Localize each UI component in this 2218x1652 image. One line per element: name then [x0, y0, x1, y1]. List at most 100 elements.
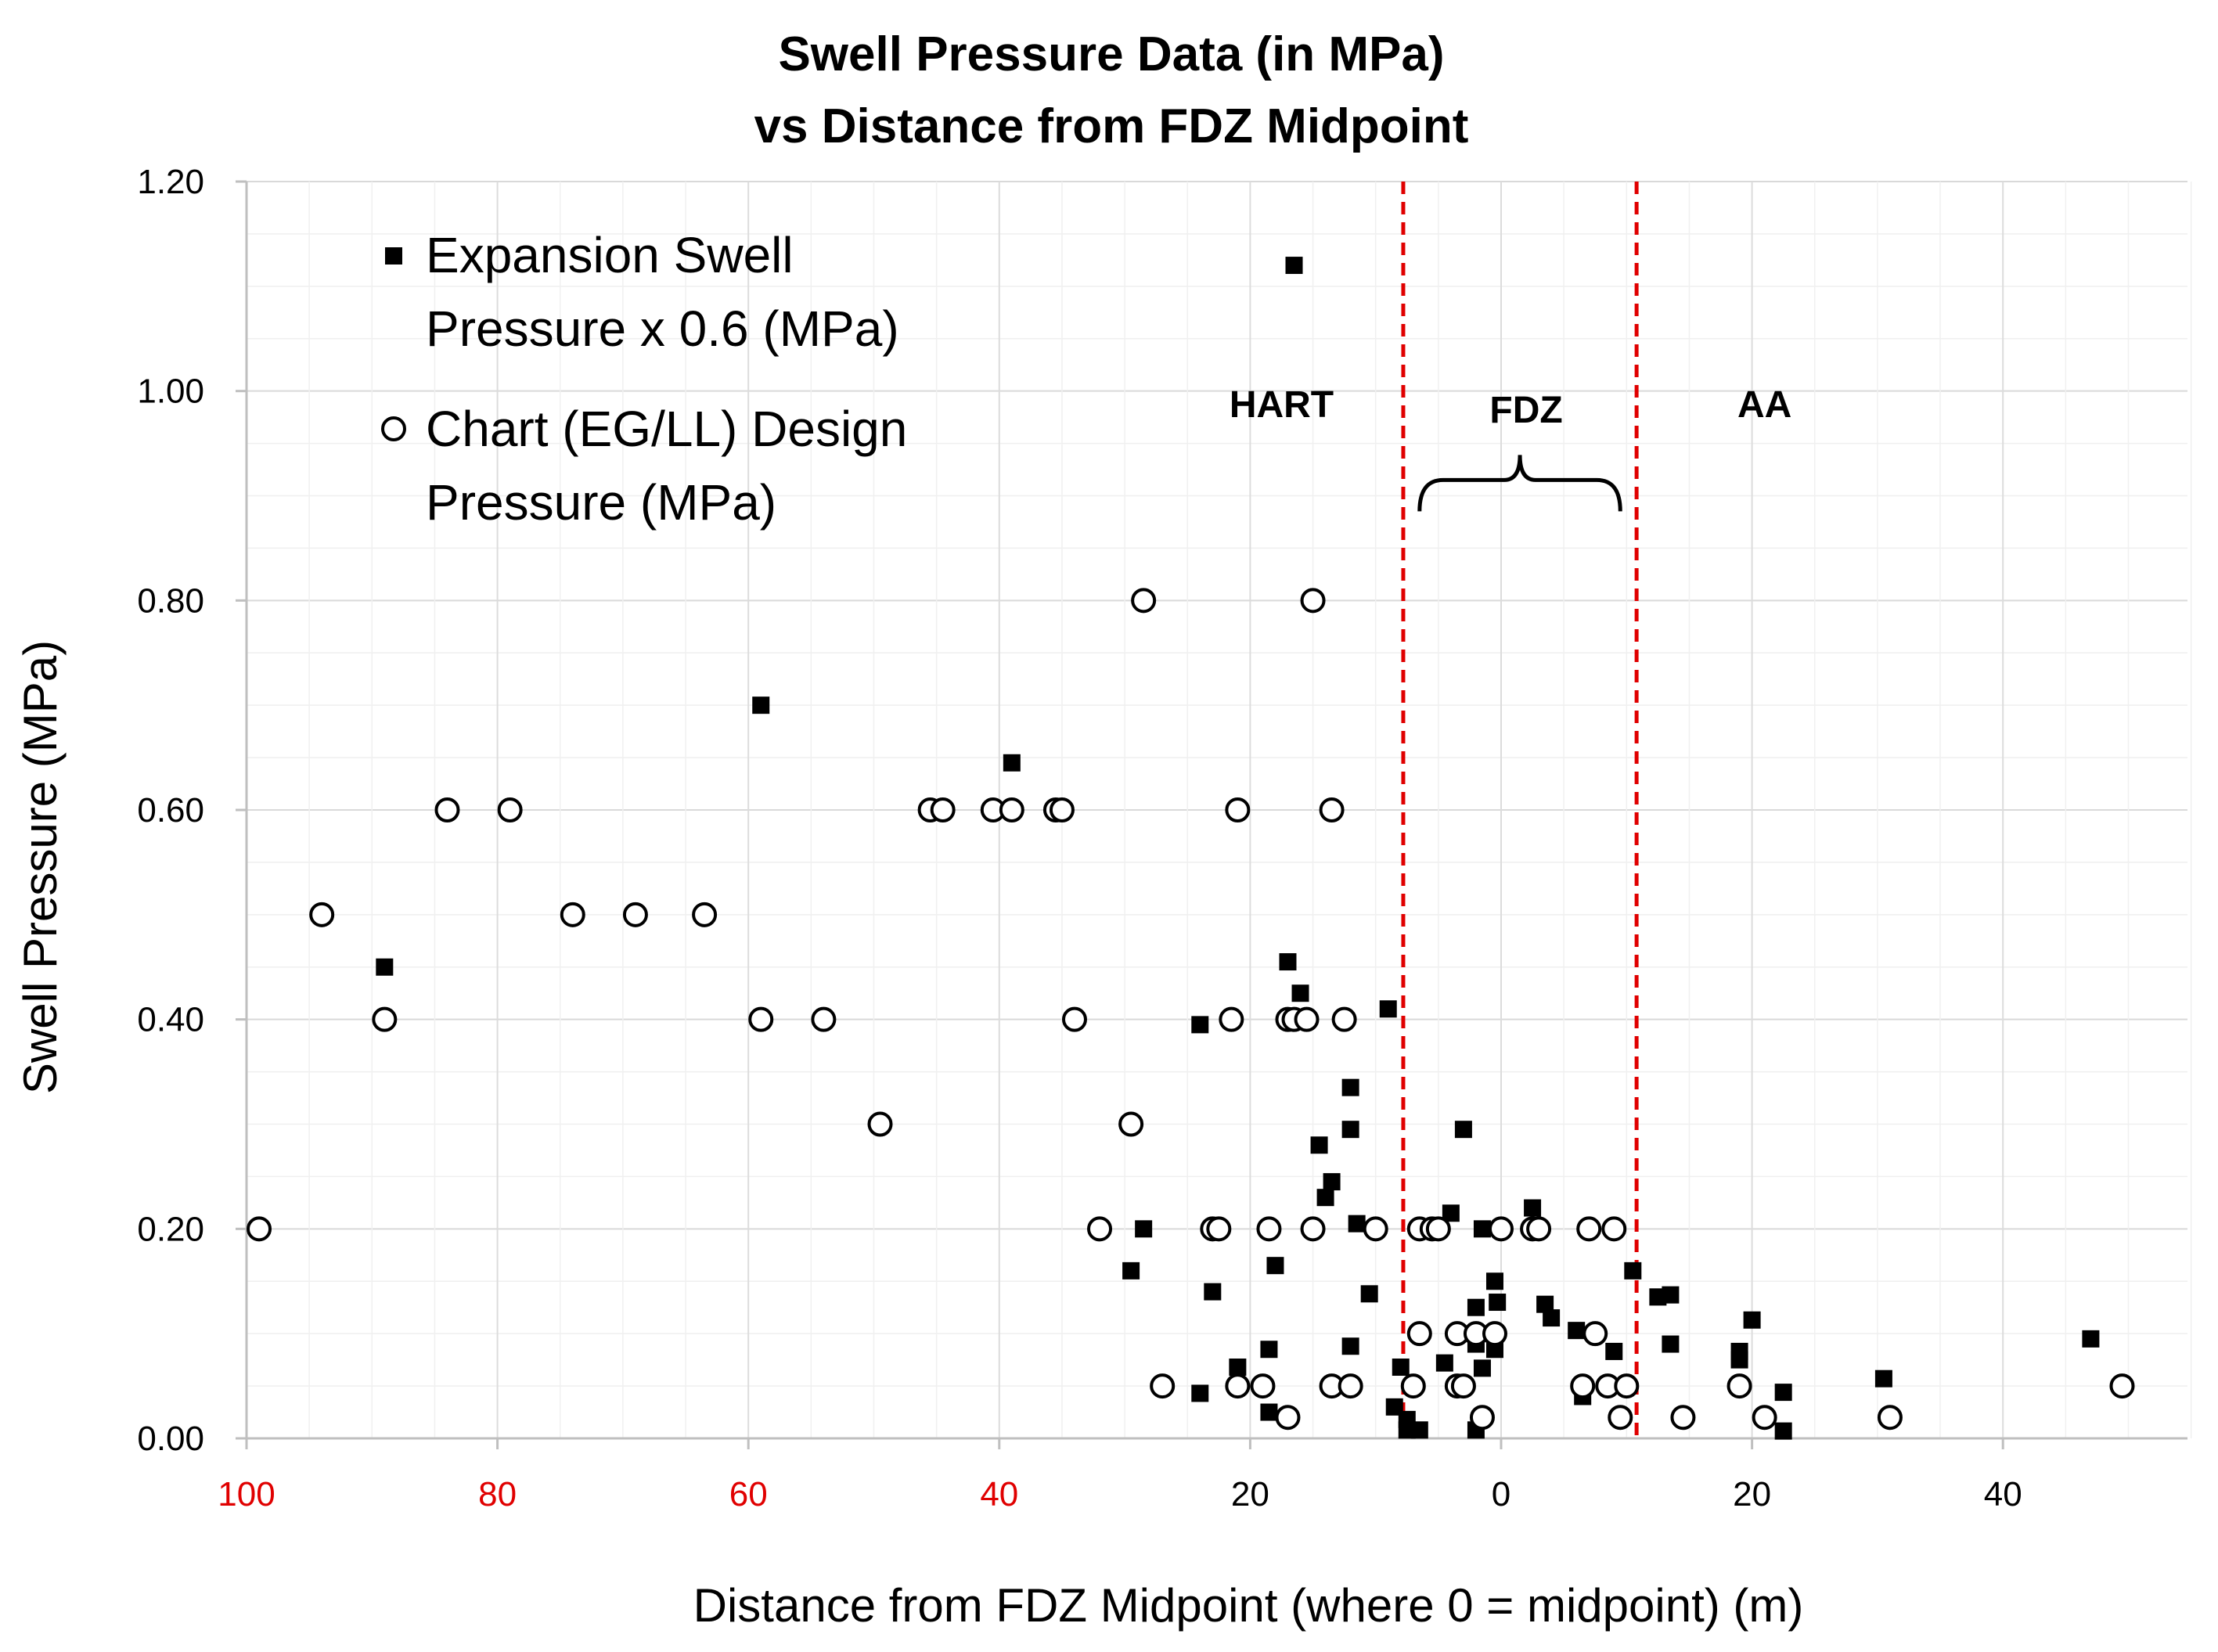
legend-marker-chart-design	[381, 416, 406, 441]
x-tick-label: 60	[729, 1475, 768, 1513]
chart-design-pressure-point	[1131, 588, 1157, 614]
legend-marker-expansion	[385, 247, 402, 265]
chart-design-pressure-point	[1338, 1373, 1363, 1399]
chart-design-pressure-point	[1570, 1373, 1596, 1399]
expansion-swell-point	[1229, 1358, 1247, 1376]
chart-design-pressure-point	[692, 902, 718, 927]
expansion-swell-point	[1435, 1354, 1453, 1372]
chart-design-pressure-point	[1206, 1216, 1232, 1242]
expansion-swell-point	[1341, 1121, 1359, 1139]
chart-design-pressure-point	[434, 797, 460, 822]
expansion-swell-point	[1191, 1384, 1209, 1402]
axes	[236, 180, 2187, 1449]
chart-design-pressure-point	[1319, 797, 1345, 822]
chart-design-pressure-point	[1576, 1216, 1602, 1242]
chart-design-pressure-point	[1482, 1321, 1507, 1347]
chart-design-pressure-point	[1087, 1216, 1113, 1242]
y-tick-label: 0.40	[137, 1001, 204, 1039]
legend-label-chart-design-line2: Pressure (MPa)	[426, 474, 776, 531]
chart-design-pressure-point	[1752, 1405, 1777, 1431]
chart-design-pressure-point	[1363, 1216, 1388, 1242]
legend-label-expansion-line2: Pressure x 0.6 (MPa)	[426, 301, 899, 357]
region-label-aa: AA	[1737, 384, 1791, 426]
chart-design-pressure-point	[1425, 1216, 1451, 1242]
expansion-swell-point	[1442, 1204, 1460, 1222]
expansion-swell-point	[1260, 1403, 1278, 1421]
fdz-brace	[1417, 455, 1622, 512]
expansion-swell-point	[1489, 1294, 1507, 1312]
expansion-swell-point	[1316, 1189, 1334, 1207]
chart-design-pressure-point	[497, 797, 523, 822]
legend: Expansion Swell Pressure x 0.6 (MPa) Cha…	[381, 227, 907, 531]
x-tick-label: 0	[1492, 1475, 1510, 1513]
expansion-swell-point	[1467, 1298, 1485, 1316]
expansion-swell-point	[1341, 1078, 1359, 1096]
x-tick-label: 20	[1733, 1475, 1771, 1513]
expansion-swell-point	[1568, 1322, 1586, 1340]
chart-design-pressure-point	[1049, 797, 1075, 822]
legend-label-chart-design-line1: Chart (EG/LL) Design	[426, 401, 907, 457]
chart-design-pressure-point	[1256, 1216, 1282, 1242]
gridlines	[246, 181, 2192, 1439]
tick-labels: 0.00 0.20 0.40 0.60 0.80 1.00 1.20 100 80 60 40 20 0…	[137, 163, 2022, 1513]
chart-design-pressure-point	[560, 902, 585, 927]
expansion-swell-point	[1266, 1257, 1284, 1275]
chart-design-pressure-point	[1300, 588, 1326, 614]
region-label-hart: HART	[1230, 384, 1334, 426]
x-tick-label: 20	[1231, 1475, 1269, 1513]
chart-design-pressure-point	[1469, 1405, 1495, 1431]
x-tick-label: 100	[218, 1475, 275, 1513]
chart-design-pressure-point	[1582, 1321, 1608, 1347]
expansion-swell-point	[1743, 1311, 1761, 1329]
y-tick-label: 0.20	[137, 1210, 204, 1248]
y-tick-label: 1.20	[137, 163, 204, 201]
expansion-swell-point	[1473, 1220, 1491, 1238]
expansion-swell-point	[1774, 1384, 1792, 1402]
expansion-swell-point	[1379, 1000, 1397, 1018]
chart-design-pressure-point	[1118, 1111, 1144, 1137]
expansion-swell-point	[1003, 754, 1021, 772]
y-tick-label: 0.60	[137, 791, 204, 830]
chart-design-pressure-point	[1294, 1006, 1320, 1032]
chart-design-pressure-point	[1331, 1006, 1357, 1032]
chart-design-pressure-point	[1219, 1006, 1244, 1032]
expansion-swell-point	[1260, 1341, 1278, 1359]
x-axis-label: Distance from FDZ Midpoint (where 0 = mi…	[693, 1579, 1804, 1632]
expansion-swell-point	[1485, 1272, 1503, 1290]
expansion-swell-point	[1204, 1283, 1222, 1301]
region-label-fdz: FDZ	[1489, 390, 1562, 431]
expansion-swell-point	[1341, 1337, 1359, 1355]
expansion-swell-point	[1730, 1351, 1748, 1369]
chart-design-pressure-point	[622, 902, 648, 927]
region-annotations: HART FDZ AA	[1230, 384, 1791, 512]
x-tick-label: 40	[1984, 1475, 2022, 1513]
expansion-swell-point	[1874, 1369, 1892, 1387]
expansion-swell-point	[1348, 1215, 1366, 1233]
chart-design-pressure-point	[1300, 1216, 1326, 1242]
chart-design-pressure-point	[1150, 1373, 1176, 1399]
expansion-swell-point	[1662, 1286, 1680, 1304]
chart-design-pressure-point	[1275, 1405, 1301, 1431]
expansion-swell-point	[1310, 1136, 1328, 1154]
expansion-swell-point	[1774, 1422, 1792, 1440]
chart-design-pressure-point	[1670, 1405, 1696, 1431]
expansion-swell-point	[1543, 1309, 1561, 1327]
chart-design-pressure-point	[1608, 1405, 1633, 1431]
y-tick-label: 1.00	[137, 373, 204, 411]
expansion-swell-point	[1323, 1173, 1341, 1191]
chart-design-pressure-point	[1727, 1373, 1752, 1399]
chart-design-pressure-point	[999, 797, 1024, 822]
expansion-swell-point	[1135, 1220, 1153, 1238]
chart-title-line2: vs Distance from FDZ Midpoint	[754, 99, 1469, 153]
chart-design-pressure-point	[247, 1216, 272, 1242]
chart-design-pressure-point	[1489, 1216, 1514, 1242]
data-points	[247, 257, 2135, 1440]
chart-design-pressure-point	[2109, 1373, 2135, 1399]
expansion-swell-point	[1279, 953, 1297, 971]
legend-label-expansion-line1: Expansion Swell	[426, 227, 794, 283]
expansion-swell-point	[1285, 257, 1303, 275]
chart-design-pressure-point	[309, 902, 335, 927]
x-tick-label: 80	[478, 1475, 517, 1513]
y-tick-label: 0.80	[137, 581, 204, 620]
